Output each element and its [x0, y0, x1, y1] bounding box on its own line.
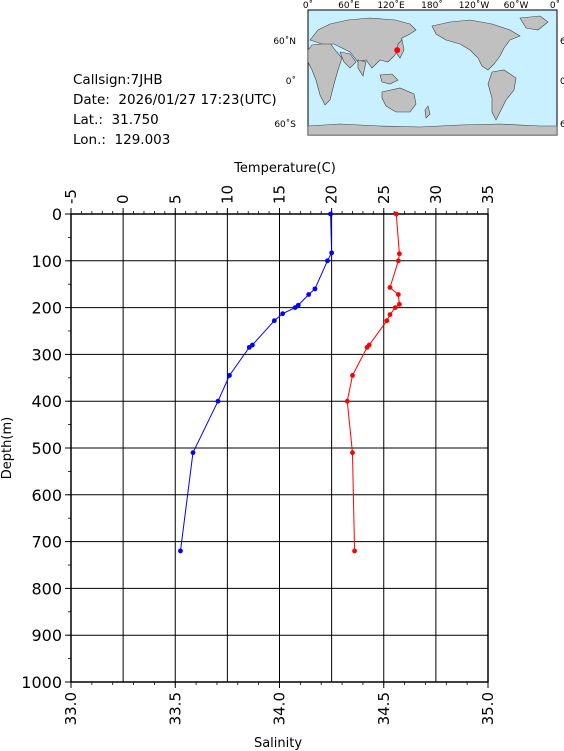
map-lat-ticks-left: 60˚N 0˚ 60˚S	[273, 36, 296, 130]
profile-point-1	[312, 286, 318, 292]
station-marker	[394, 47, 401, 54]
profile-point-2	[396, 301, 402, 307]
map-lon-tick: 0˚	[303, 0, 313, 11]
x-bottom-tick-label: 35.0	[479, 692, 497, 725]
profile-point-1	[227, 373, 232, 378]
callsign-text: Callsign:7JHB	[73, 72, 163, 88]
y-tick-label: 600	[31, 486, 62, 505]
y-tick-label: 900	[31, 626, 62, 645]
profile-line-1	[179, 213, 333, 552]
date-text: Date: 2026/01/27 17:23(UTC)	[73, 92, 277, 108]
y-tick-label: 700	[31, 533, 62, 552]
map-lon-tick: 60˚E	[338, 0, 360, 11]
y-tick-label: 1000	[21, 673, 62, 692]
map-lat-tick: 60˚N	[560, 36, 564, 47]
profile-point-1	[190, 450, 196, 456]
profile-point-1	[246, 344, 252, 350]
y-tick-label: 800	[31, 579, 62, 598]
profile-point-2	[396, 251, 402, 257]
x-top-tick-label: 15	[271, 185, 289, 204]
profile-point-2	[392, 305, 398, 310]
x-top-tick-label: 25	[375, 185, 393, 204]
latitude-text: Lat.: 31.750	[73, 112, 159, 128]
x-top-tick-label: 35	[479, 185, 497, 204]
y-tick-label: 100	[31, 252, 62, 271]
map-lat-tick: 0˚	[560, 76, 564, 87]
x-top-tick-label: 20	[323, 185, 341, 204]
profile-point-1	[271, 318, 277, 324]
station-info: Callsign:7JHB Date: 2026/01/27 17:23(UTC…	[73, 70, 277, 150]
profile-point-2	[395, 258, 401, 264]
x-bottom-tick-label: 34.0	[271, 692, 289, 725]
profile-point-2	[364, 344, 370, 350]
map-lat-tick: 60˚S	[274, 119, 296, 130]
profile-point-1	[325, 258, 330, 264]
x-bottom-tick-label: 33.0	[62, 692, 80, 725]
x-bottom-label: Salinity	[254, 736, 302, 751]
profile-point-1	[328, 211, 333, 217]
x-top-tick-label: -5	[62, 189, 80, 204]
x-top-tick-label: 0	[114, 194, 132, 204]
profile-point-2	[352, 548, 357, 554]
map-lat-tick: 0˚	[286, 76, 296, 87]
profile-point-1	[215, 398, 221, 404]
profile-point-1	[178, 548, 183, 554]
world-map: 0˚ 60˚E 120˚E 180˚ 120˚W 60˚W 0˚ 60˚N 0˚…	[273, 0, 564, 136]
profile-point-2	[384, 318, 390, 324]
map-lon-tick: 180˚	[421, 0, 443, 11]
x-top-tick-label: 10	[218, 185, 236, 204]
profile-point-2	[350, 450, 355, 456]
y-tick-label: 200	[31, 299, 62, 318]
chart-series	[178, 211, 402, 554]
x-top-tick-label: 30	[427, 185, 445, 204]
y-tick-label: 0	[52, 205, 62, 224]
profile-point-2	[387, 285, 393, 290]
map-land	[307, 15, 558, 136]
map-lat-tick: 60˚S	[560, 119, 564, 130]
map-lon-tick: 60˚W	[504, 0, 529, 11]
profile-point-2	[387, 312, 393, 318]
y-tick-label: 400	[31, 392, 62, 411]
y-tick-label: 500	[31, 439, 62, 458]
x-top-tick-label: 5	[166, 194, 184, 204]
profile-point-2	[350, 373, 355, 378]
map-lon-tick: 120˚E	[377, 0, 405, 11]
chart-grid	[70, 213, 489, 683]
map-lon-tick: 0˚	[550, 0, 560, 11]
y-tick-label: 300	[31, 345, 62, 364]
profile-point-1	[292, 305, 298, 310]
profile-point-1	[306, 292, 312, 297]
y-axis-label: Depth(m)	[0, 417, 15, 479]
map-lat-ticks-right: 60˚N 0˚ 60˚S	[560, 36, 564, 130]
profile-point-1	[329, 250, 335, 256]
profile-point-2	[344, 398, 350, 404]
profile-point-2	[395, 292, 401, 297]
map-lon-tick: 120˚W	[459, 0, 490, 11]
x-bottom-tick-label: 34.5	[375, 692, 393, 725]
profile-point-1	[280, 311, 286, 317]
profile-point-2	[393, 211, 399, 217]
x-top-label: Temperature(C)	[233, 161, 336, 176]
longitude-text: Lon.: 129.003	[73, 132, 171, 148]
map-lat-tick: 60˚N	[273, 36, 296, 47]
profile-line-2	[346, 213, 400, 551]
map-lon-ticks: 0˚ 60˚E 120˚E 180˚ 120˚W 60˚W 0˚	[303, 0, 560, 11]
x-bottom-tick-label: 33.5	[166, 692, 184, 725]
